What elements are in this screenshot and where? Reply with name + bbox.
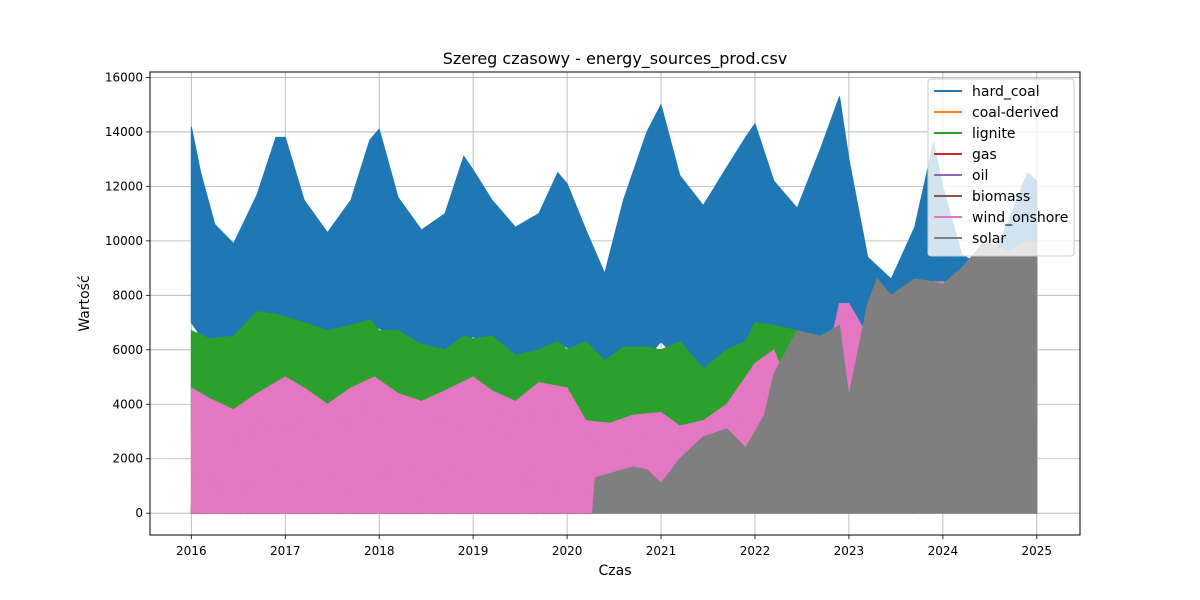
x-tick-label: 2024 bbox=[928, 544, 959, 558]
chart-title: Szereg czasowy - energy_sources_prod.csv bbox=[443, 49, 788, 69]
legend-label: wind_onshore bbox=[972, 210, 1068, 226]
x-tick-label: 2021 bbox=[646, 544, 677, 558]
plot-area-frame bbox=[149, 71, 1081, 536]
y-tick-label: 2000 bbox=[112, 452, 143, 466]
legend-label: lignite bbox=[972, 126, 1016, 142]
x-tick-label: 2022 bbox=[740, 544, 771, 558]
series-line bbox=[592, 243, 1037, 514]
legend-item-solar: solar bbox=[934, 231, 1006, 247]
y-tick-label: 8000 bbox=[112, 288, 143, 302]
legend-label: oil bbox=[972, 168, 988, 184]
legend-item-gas: gas bbox=[934, 147, 997, 163]
y-axis-label: Wartość bbox=[77, 275, 93, 331]
x-tick-label: 2018 bbox=[364, 544, 395, 558]
series-solar bbox=[591, 240, 1038, 514]
legend: hard_coal coal-derived lignite gas oil biomas… bbox=[927, 78, 1075, 257]
x-tick-label: 2025 bbox=[1022, 544, 1053, 558]
y-tick-label: 12000 bbox=[105, 179, 143, 193]
legend-label: biomass bbox=[972, 189, 1030, 205]
axis-ticks: 2016 2017 2018 2019 2020 2021 2022 2023 2024 2025… bbox=[105, 70, 1052, 558]
legend-item-oil: oil bbox=[934, 168, 988, 184]
legend-label: hard_coal bbox=[972, 84, 1040, 100]
legend-item-biomass: biomass bbox=[934, 189, 1030, 205]
x-tick-label: 2023 bbox=[834, 544, 865, 558]
legend-label: gas bbox=[972, 147, 997, 163]
plot-series bbox=[190, 96, 1038, 515]
x-tick-label: 2017 bbox=[270, 544, 301, 558]
y-tick-label: 16000 bbox=[105, 70, 143, 84]
legend-label: coal-derived bbox=[972, 105, 1059, 121]
legend-label: solar bbox=[972, 231, 1006, 247]
legend-item-hard_coal: hard_coal bbox=[934, 84, 1040, 100]
legend-item-lignite: lignite bbox=[934, 126, 1016, 142]
y-tick-label: 14000 bbox=[105, 125, 143, 139]
y-tick-label: 0 bbox=[135, 506, 143, 520]
x-axis-label: Czas bbox=[599, 563, 632, 579]
x-tick-label: 2016 bbox=[176, 544, 207, 558]
legend-item-wind_onshore: wind_onshore bbox=[934, 210, 1068, 226]
x-tick-label: 2020 bbox=[552, 544, 583, 558]
x-tick-label: 2019 bbox=[458, 544, 489, 558]
y-tick-label: 6000 bbox=[112, 343, 143, 357]
legend-box bbox=[927, 78, 1075, 257]
series-line bbox=[190, 117, 1037, 454]
y-tick-label: 10000 bbox=[105, 234, 143, 248]
y-tick-label: 4000 bbox=[112, 397, 143, 411]
legend-item-coal-derived: coal-derived bbox=[934, 105, 1059, 121]
